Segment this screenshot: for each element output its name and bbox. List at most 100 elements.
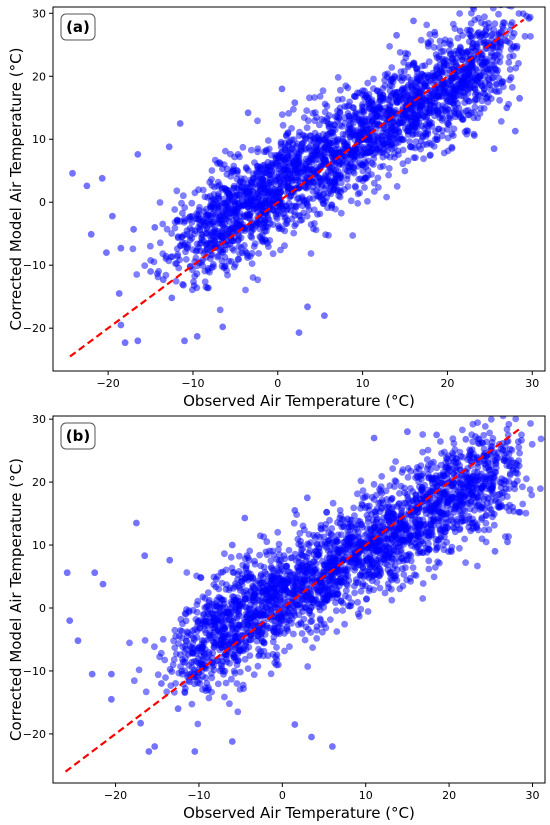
scatter-point [193, 333, 201, 340]
scatter-point [234, 571, 242, 578]
scatter-point [499, 440, 506, 447]
scatter-point [254, 276, 262, 284]
scatter-point [156, 199, 164, 206]
scatter-point [395, 151, 402, 159]
scatter-point [306, 94, 313, 102]
scatter-point [502, 533, 509, 540]
scatter-point [183, 569, 191, 576]
scatter-point [490, 145, 498, 153]
scatter-point [269, 250, 277, 258]
scatter-point [228, 675, 235, 683]
scatter-point [506, 66, 514, 73]
scatter-point [208, 176, 215, 183]
scatter-point [450, 440, 458, 447]
scatter-point [537, 435, 545, 443]
scatter-point [410, 114, 417, 122]
scatter-point [162, 252, 170, 260]
scatter-point [389, 465, 397, 472]
scatter-point [398, 77, 406, 84]
scatter-point [338, 516, 346, 523]
scatter-point [159, 276, 167, 284]
scatter-point [412, 468, 420, 476]
scatter-point [298, 140, 306, 148]
scatter-point [231, 153, 239, 161]
x-tick-label: 30 [525, 377, 539, 390]
scatter-point [470, 40, 477, 47]
scatter-point [355, 175, 363, 183]
scatter-point [467, 20, 475, 27]
scatter-point [445, 81, 453, 89]
scatter-point [168, 230, 176, 237]
scatter-point [462, 559, 469, 566]
scatter-point [313, 113, 320, 121]
scatter-point [420, 141, 427, 149]
scatter-point [445, 548, 452, 555]
scatter-point [316, 93, 324, 100]
scatter-point [396, 49, 404, 56]
scatter-point [516, 449, 523, 457]
scatter-point [470, 114, 478, 122]
scatter-point [244, 254, 252, 261]
scatter-point [384, 146, 392, 154]
scatter-point [291, 202, 298, 210]
scatter-point [327, 187, 334, 195]
scatter-point [163, 225, 171, 233]
scatter-point [234, 708, 242, 716]
scatter-point [337, 179, 345, 187]
scatter-point [275, 546, 282, 553]
scatter-point [474, 78, 482, 86]
scatter-point [134, 337, 142, 345]
scatter-point [491, 51, 499, 59]
scatter-point [281, 242, 288, 250]
scatter-point [439, 102, 447, 110]
scatter-point [235, 191, 243, 199]
scatter-point [449, 132, 457, 140]
scatter-point [416, 87, 424, 95]
scatter-point [239, 143, 247, 151]
scatter-point [284, 217, 291, 224]
scatter-point [98, 174, 106, 182]
scatter-point [388, 99, 396, 106]
scatter-point [344, 528, 352, 535]
scatter-point [308, 617, 316, 625]
scatter-point [354, 490, 361, 498]
scatter-point [157, 649, 165, 657]
scatter-point [181, 337, 188, 345]
scatter-point [262, 197, 269, 205]
scatter-point [452, 502, 459, 509]
scatter-point [121, 339, 129, 347]
scatter-point [509, 0, 516, 3]
y-axis-label: Corrected Model Air Temperature (°C) [7, 48, 25, 331]
scatter-point [261, 227, 268, 235]
scatter-point [425, 98, 433, 106]
scatter-point [254, 117, 261, 125]
scatter-point [332, 141, 340, 149]
scatter-point [433, 63, 441, 71]
scatter-point [321, 156, 329, 163]
scatter-point [273, 556, 281, 563]
scatter-point [242, 286, 249, 294]
scatter-point [485, 92, 492, 100]
scatter-point [294, 173, 302, 181]
scatter-point [250, 243, 258, 250]
scatter-point [480, 431, 488, 439]
scatter-point [525, 15, 533, 22]
scatter-point [275, 661, 282, 669]
scatter-point [481, 423, 489, 430]
scatter-point [279, 579, 287, 586]
y-tick-label: −20 [23, 322, 46, 335]
scatter-point [375, 184, 382, 191]
scatter-point [319, 131, 327, 138]
scatter-point [444, 119, 452, 127]
scatter-point [168, 294, 176, 302]
x-tick-label: −20 [97, 377, 120, 390]
scatter-point [332, 158, 340, 166]
scatter-point [347, 120, 355, 128]
scatter-point [291, 212, 299, 219]
scatter-point [503, 425, 511, 433]
scatter-point [364, 608, 372, 615]
scatter-point [342, 82, 350, 90]
scatter-point [377, 97, 384, 105]
scatter-point [357, 121, 365, 128]
scatter-point [208, 250, 216, 258]
